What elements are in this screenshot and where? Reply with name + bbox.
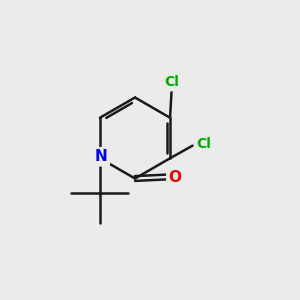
Text: N: N	[95, 149, 108, 164]
Text: Cl: Cl	[196, 137, 211, 152]
Text: Cl: Cl	[165, 75, 180, 89]
Text: O: O	[168, 169, 182, 184]
